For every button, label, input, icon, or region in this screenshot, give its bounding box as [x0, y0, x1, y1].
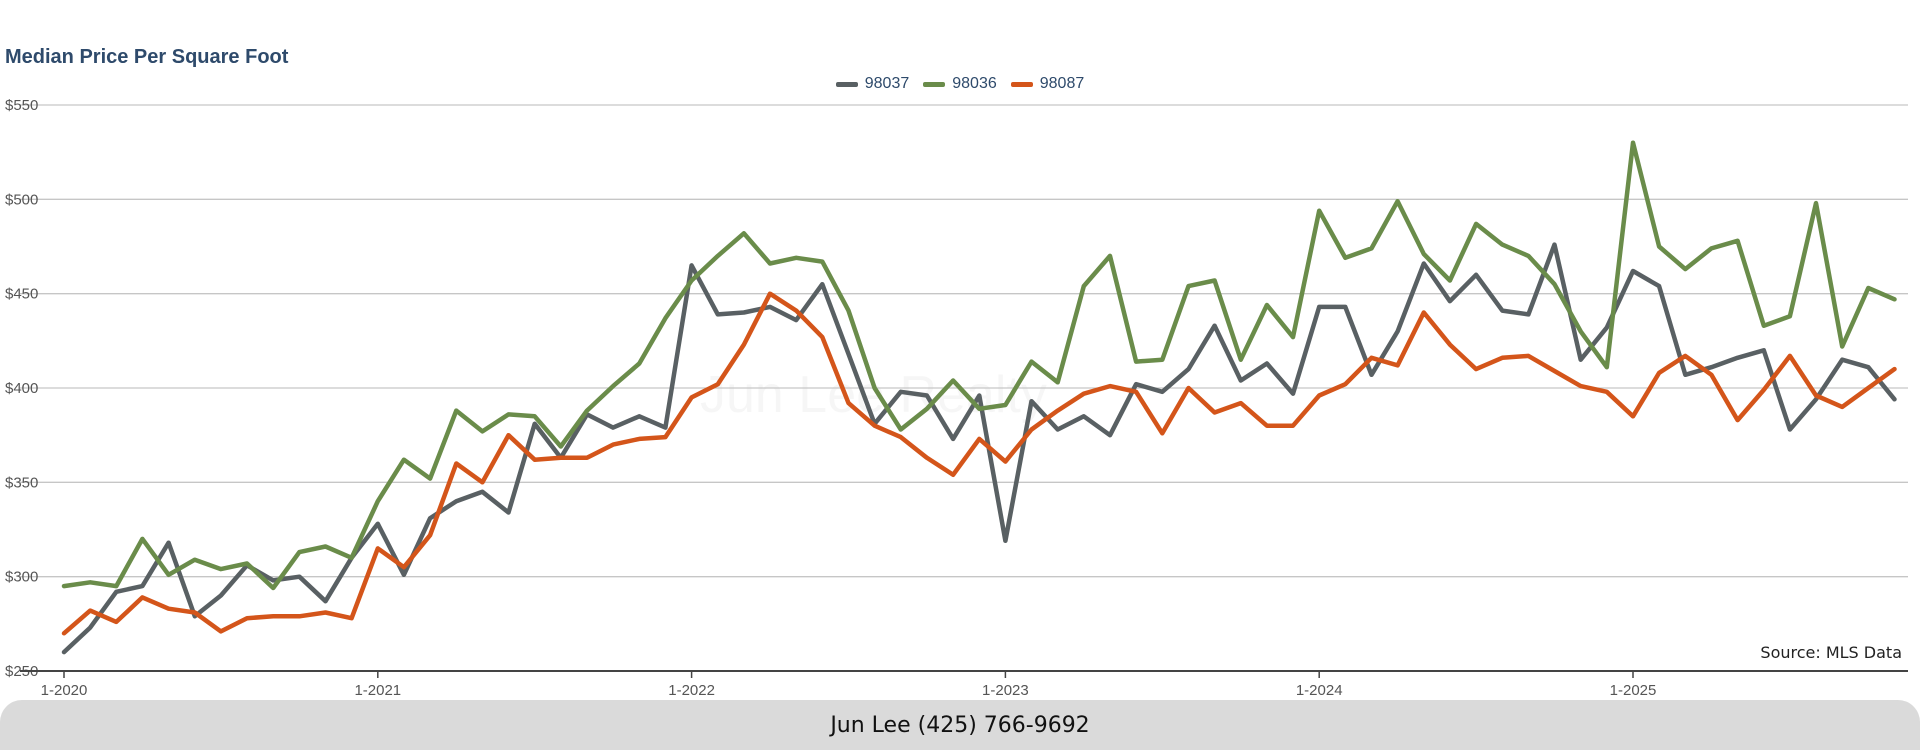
x-tick-label: 1-2021 [354, 682, 401, 699]
legend: 98037 98036 98087 [0, 75, 1920, 93]
x-tick-label: 1-2024 [1296, 682, 1343, 699]
chart-title: Median Price Per Square Foot [5, 46, 289, 68]
legend-label: 98087 [1039, 75, 1085, 92]
x-tick-label: 1-2025 [1610, 682, 1657, 699]
x-tick-label: 1-2022 [668, 682, 715, 699]
legend-swatch [1010, 81, 1033, 87]
contact-footer: Jun Lee (425) 766-9692 [0, 700, 1920, 750]
y-tick-label: $550 [5, 97, 38, 114]
legend-label: 98037 [864, 75, 910, 92]
series-line-98036 [61, 140, 1897, 591]
legend-item-98037: 98037 [835, 75, 910, 93]
y-tick-label: $350 [5, 474, 38, 491]
legend-item-98036: 98036 [923, 75, 997, 93]
contact-text: Jun Lee (425) 766-9692 [830, 712, 1090, 738]
legend-swatch [923, 81, 946, 87]
legend-item-98087: 98087 [1010, 75, 1085, 93]
x-tick-label: 1-2020 [41, 682, 88, 699]
y-tick-label: $400 [5, 380, 38, 397]
y-tick-label: $450 [5, 286, 38, 303]
legend-swatch [835, 81, 858, 87]
y-tick-label: $300 [5, 569, 38, 586]
x-tick-label: 1-2023 [982, 682, 1029, 699]
series-line-98037 [61, 242, 1897, 655]
legend-label: 98036 [952, 75, 997, 92]
series-line-98087 [61, 291, 1897, 636]
y-tick-label: $500 [5, 191, 38, 208]
source-annotation: Source: MLS Data [1760, 643, 1902, 662]
